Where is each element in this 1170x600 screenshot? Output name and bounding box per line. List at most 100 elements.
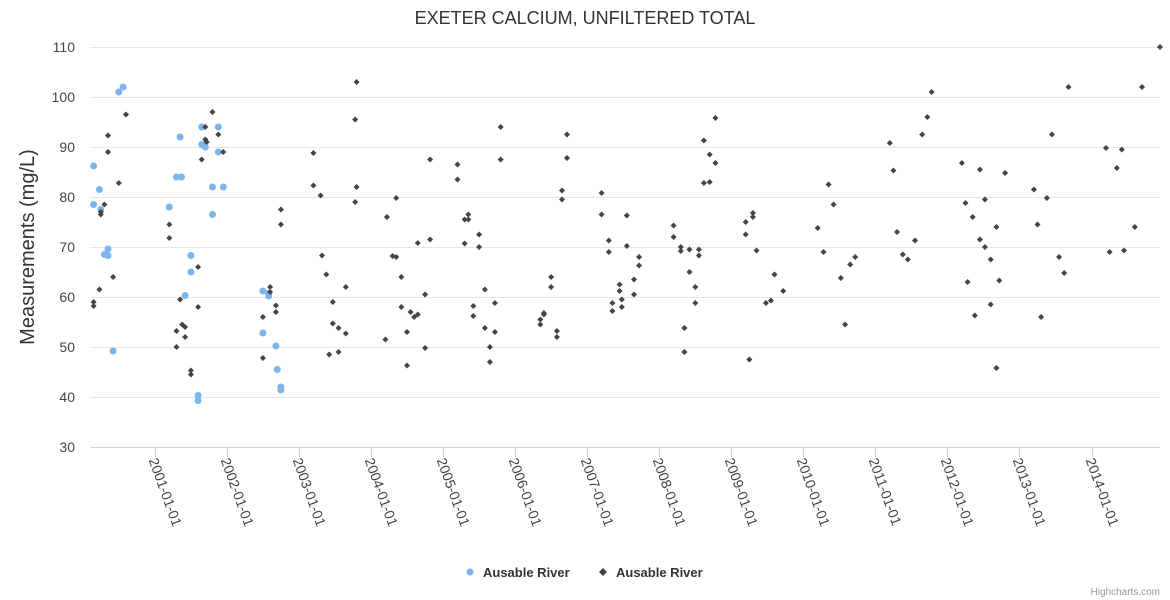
data-point-diamond — [540, 310, 547, 316]
data-point-circle — [104, 252, 112, 259]
data-point-diamond — [598, 190, 605, 196]
data-point-diamond — [335, 349, 342, 355]
data-point-diamond — [404, 329, 410, 335]
y-tick-label: 110 — [53, 39, 76, 55]
data-point-diamond — [427, 236, 434, 243]
data-point-diamond — [971, 312, 978, 319]
data-point-diamond — [1103, 145, 1109, 151]
data-point-diamond — [90, 299, 97, 305]
data-point-diamond — [491, 329, 498, 335]
data-point-diamond — [842, 321, 849, 328]
data-point-diamond — [427, 156, 434, 163]
data-point-circle — [90, 201, 98, 208]
data-point-diamond — [1106, 249, 1113, 255]
data-point-circle — [165, 203, 173, 211]
data-point-circle — [201, 143, 209, 151]
data-point-diamond — [497, 124, 504, 130]
data-point-circle — [115, 88, 123, 96]
data-point-diamond — [1038, 314, 1045, 320]
data-point-diamond — [187, 371, 194, 378]
data-point-circle — [272, 342, 280, 350]
data-point-diamond — [706, 151, 713, 158]
data-point-diamond — [1002, 170, 1009, 176]
data-point-diamond — [422, 345, 429, 351]
data-point-circle — [176, 133, 184, 141]
data-point-diamond — [481, 325, 488, 331]
data-point-diamond — [1030, 186, 1037, 193]
data-point-diamond — [969, 214, 976, 220]
data-point-diamond — [605, 237, 612, 244]
y-tick-label: 100 — [52, 89, 76, 105]
legend-item-series-2[interactable]: Ausable River — [599, 565, 703, 580]
data-point-circle — [219, 183, 227, 191]
data-point-diamond — [105, 149, 111, 155]
data-point-diamond — [852, 254, 859, 260]
data-point-diamond — [700, 137, 707, 144]
data-point-diamond — [173, 344, 180, 350]
data-point-diamond — [414, 240, 421, 246]
data-point-circle — [187, 268, 195, 276]
data-point-diamond — [259, 355, 266, 361]
data-point-diamond — [1065, 84, 1072, 90]
data-point-diamond — [981, 244, 988, 250]
data-point-circle — [214, 123, 222, 131]
data-point-diamond — [1139, 84, 1145, 90]
data-point-diamond — [767, 297, 774, 304]
data-point-diamond — [631, 276, 637, 283]
data-point-diamond — [636, 262, 643, 269]
legend: Ausable River Ausable River — [466, 565, 703, 580]
data-point-diamond — [919, 131, 926, 138]
data-point-diamond — [686, 269, 693, 275]
legend-item-series-1[interactable]: Ausable River — [466, 565, 570, 580]
data-point-diamond — [981, 196, 988, 203]
data-point-diamond — [454, 161, 461, 168]
data-point-diamond — [681, 325, 688, 331]
data-point-diamond — [454, 176, 461, 183]
data-point-diamond — [1048, 131, 1055, 138]
data-point-diamond — [1034, 221, 1041, 228]
data-point-diamond — [342, 330, 349, 337]
data-point-diamond — [962, 200, 969, 206]
data-point-diamond — [993, 224, 1000, 230]
credits-link[interactable]: Highcharts.com — [1091, 587, 1160, 598]
data-point-diamond — [837, 275, 844, 281]
data-point-diamond — [742, 219, 749, 225]
data-point-diamond — [753, 247, 760, 254]
data-point-diamond — [1056, 254, 1063, 260]
data-point-circle — [259, 287, 267, 295]
data-point-diamond — [173, 328, 180, 334]
data-point-diamond — [209, 109, 216, 115]
data-point-diamond — [277, 206, 284, 213]
data-point-diamond — [928, 89, 935, 95]
data-point-diamond — [202, 124, 209, 130]
data-point-circle — [178, 173, 185, 181]
data-point-diamond — [670, 222, 677, 229]
y-tick-label: 60 — [59, 289, 75, 305]
data-point-diamond — [762, 300, 769, 306]
data-point-diamond — [780, 288, 787, 294]
data-point-diamond — [96, 286, 103, 293]
data-point-circle — [209, 183, 216, 191]
data-point-diamond — [411, 314, 418, 320]
data-point-diamond — [976, 236, 983, 243]
data-point-diamond — [105, 132, 111, 139]
y-tick-label: 50 — [59, 339, 75, 355]
data-point-diamond — [1061, 270, 1068, 276]
data-point-diamond — [198, 156, 205, 163]
data-point-diamond — [681, 349, 688, 355]
y-axis: 30 40 50 60 70 80 90 100 110 — [52, 39, 76, 455]
data-point-diamond — [465, 216, 472, 223]
y-axis-title: Measurements (mg/L) — [17, 149, 39, 345]
data-point-diamond — [393, 254, 400, 260]
data-point-diamond — [1157, 44, 1163, 50]
data-point-diamond — [470, 313, 477, 319]
data-point-diamond — [814, 225, 821, 231]
data-point-diamond — [486, 344, 493, 350]
data-point-diamond — [323, 271, 330, 278]
data-point-diamond — [847, 261, 854, 268]
data-point-diamond — [277, 221, 284, 228]
data-point-circle — [95, 186, 103, 193]
